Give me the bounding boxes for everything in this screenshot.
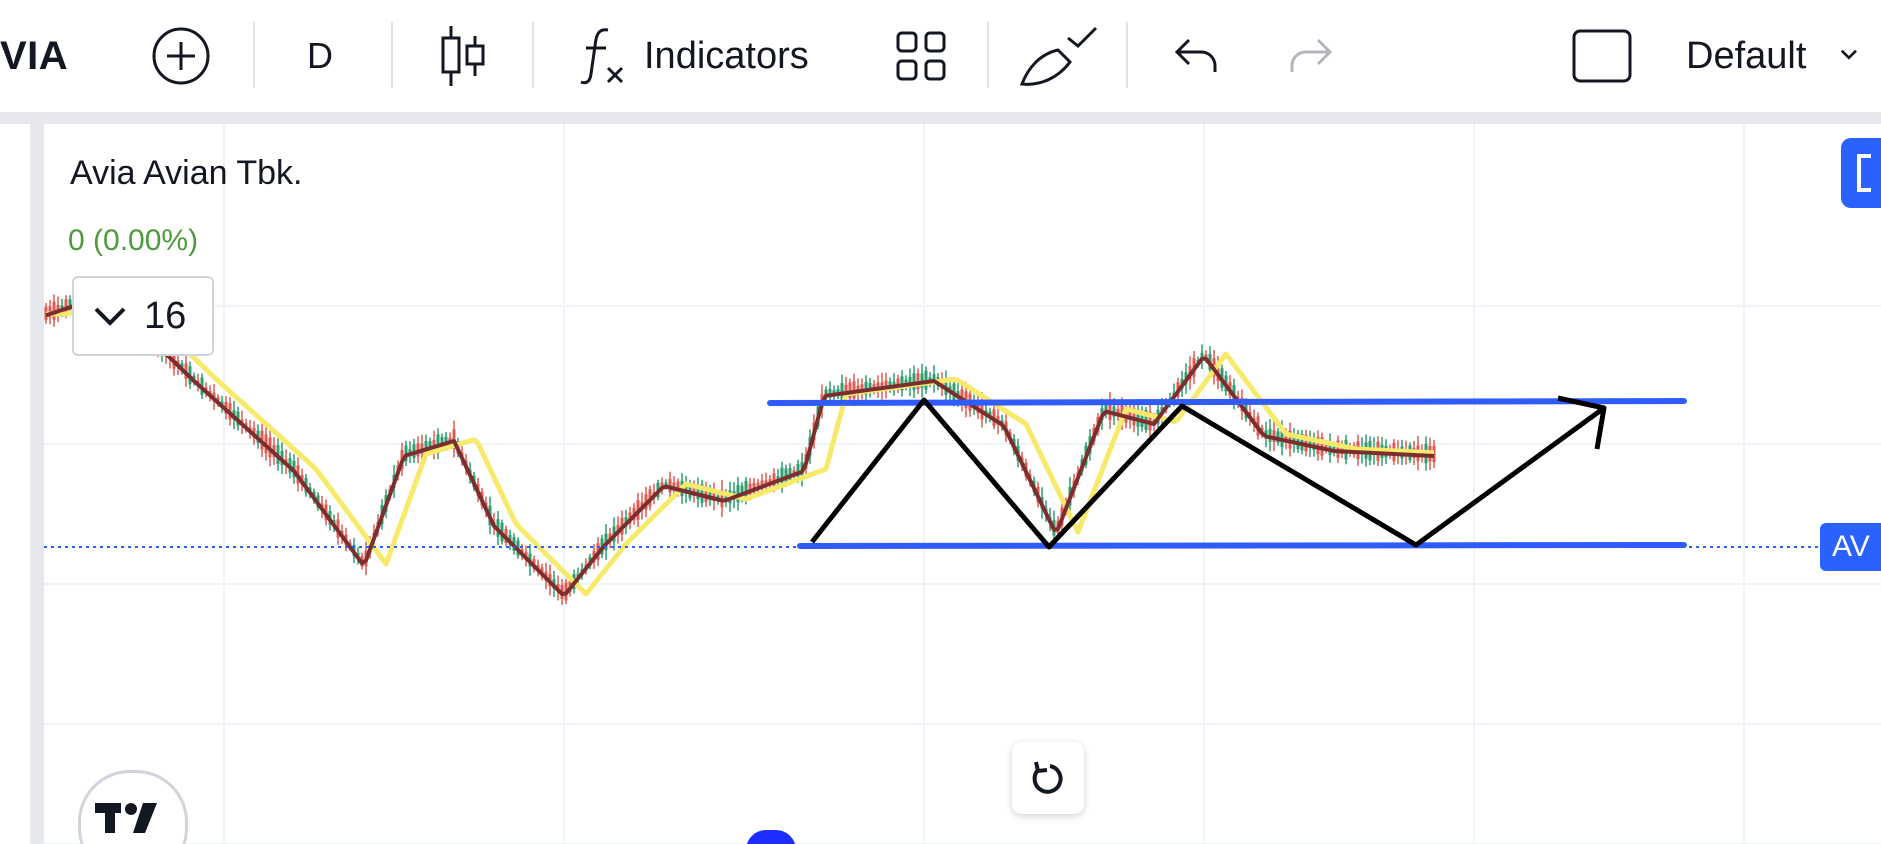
candles-icon <box>441 26 485 86</box>
layout-selector[interactable]: Default <box>1686 0 1876 112</box>
timeframe-button[interactable]: D <box>307 35 333 76</box>
drawing-tools-button[interactable] <box>1018 0 1102 112</box>
candle-body <box>864 381 868 395</box>
floating-action-dot[interactable] <box>746 830 796 844</box>
redo-icon <box>1290 38 1333 72</box>
candle-body <box>900 376 904 391</box>
channel-bottom-line <box>797 542 1687 549</box>
toolbar-separator <box>1126 22 1128 88</box>
legend-change: 0 (0.00%) <box>68 224 199 257</box>
compare-symbol-button[interactable] <box>150 0 212 112</box>
left-panel <box>0 124 30 844</box>
symbol-button[interactable]: VIA <box>0 33 69 78</box>
toolbar-separator <box>253 22 255 88</box>
indicator-collapse-button[interactable]: 16 <box>72 276 214 356</box>
frame-icon <box>1857 154 1871 192</box>
tv-logo-icon <box>95 803 157 833</box>
candle-body <box>892 381 896 388</box>
indicators-label: Indicators <box>644 34 809 77</box>
candle-body <box>856 385 860 393</box>
square-icon <box>1572 29 1632 83</box>
candle-body <box>932 374 936 384</box>
fullscreen-button[interactable] <box>1572 0 1632 112</box>
chart-grid <box>44 124 1881 844</box>
object-tree-button[interactable] <box>1841 138 1881 208</box>
candle-body <box>664 482 668 487</box>
moving-average-slow <box>46 292 1435 597</box>
chevron-down-icon <box>94 307 126 326</box>
toolbar-separator <box>987 22 989 88</box>
indicator-count: 16 <box>144 294 187 337</box>
chart-pane[interactable]: Avia Avian Tbk. 0 (0.00%) 16 AV <box>44 124 1881 844</box>
toolbar-gutter <box>0 112 1881 124</box>
function-icon <box>580 28 624 85</box>
indicators-button[interactable]: Indicators <box>578 0 838 112</box>
layout-label: Default <box>1686 34 1807 77</box>
chart-type-button[interactable] <box>432 0 494 112</box>
undo-icon <box>1174 38 1217 72</box>
channel-top-line <box>767 398 1687 406</box>
candle-body <box>908 376 912 388</box>
toolbar-separator <box>532 22 534 88</box>
candle-body <box>1204 354 1208 359</box>
candle-body <box>848 382 852 399</box>
plus-circle-icon <box>152 27 210 85</box>
brush-check-icon <box>1019 26 1098 86</box>
reset-chart-button[interactable] <box>1012 742 1084 814</box>
pattern-zigzag-drawing <box>810 397 1606 550</box>
grid-icon <box>896 31 946 81</box>
toolbar-separator <box>391 22 393 88</box>
reset-icon <box>1032 761 1063 794</box>
chevron-down-icon <box>1841 49 1858 60</box>
tradingview-logo[interactable] <box>78 770 188 844</box>
panel-gutter <box>30 112 44 844</box>
redo-button[interactable] <box>1287 0 1335 112</box>
templates-button[interactable] <box>892 0 950 112</box>
last-price-badge: AV <box>1820 523 1881 571</box>
price-chart[interactable] <box>44 124 1881 844</box>
moving-average-fast <box>45 294 1435 596</box>
undo-button[interactable] <box>1172 0 1220 112</box>
arrow-head <box>1557 395 1607 450</box>
top-toolbar: VIA D Indicators <box>0 0 1881 112</box>
legend-title: Avia Avian Tbk. <box>70 154 303 192</box>
